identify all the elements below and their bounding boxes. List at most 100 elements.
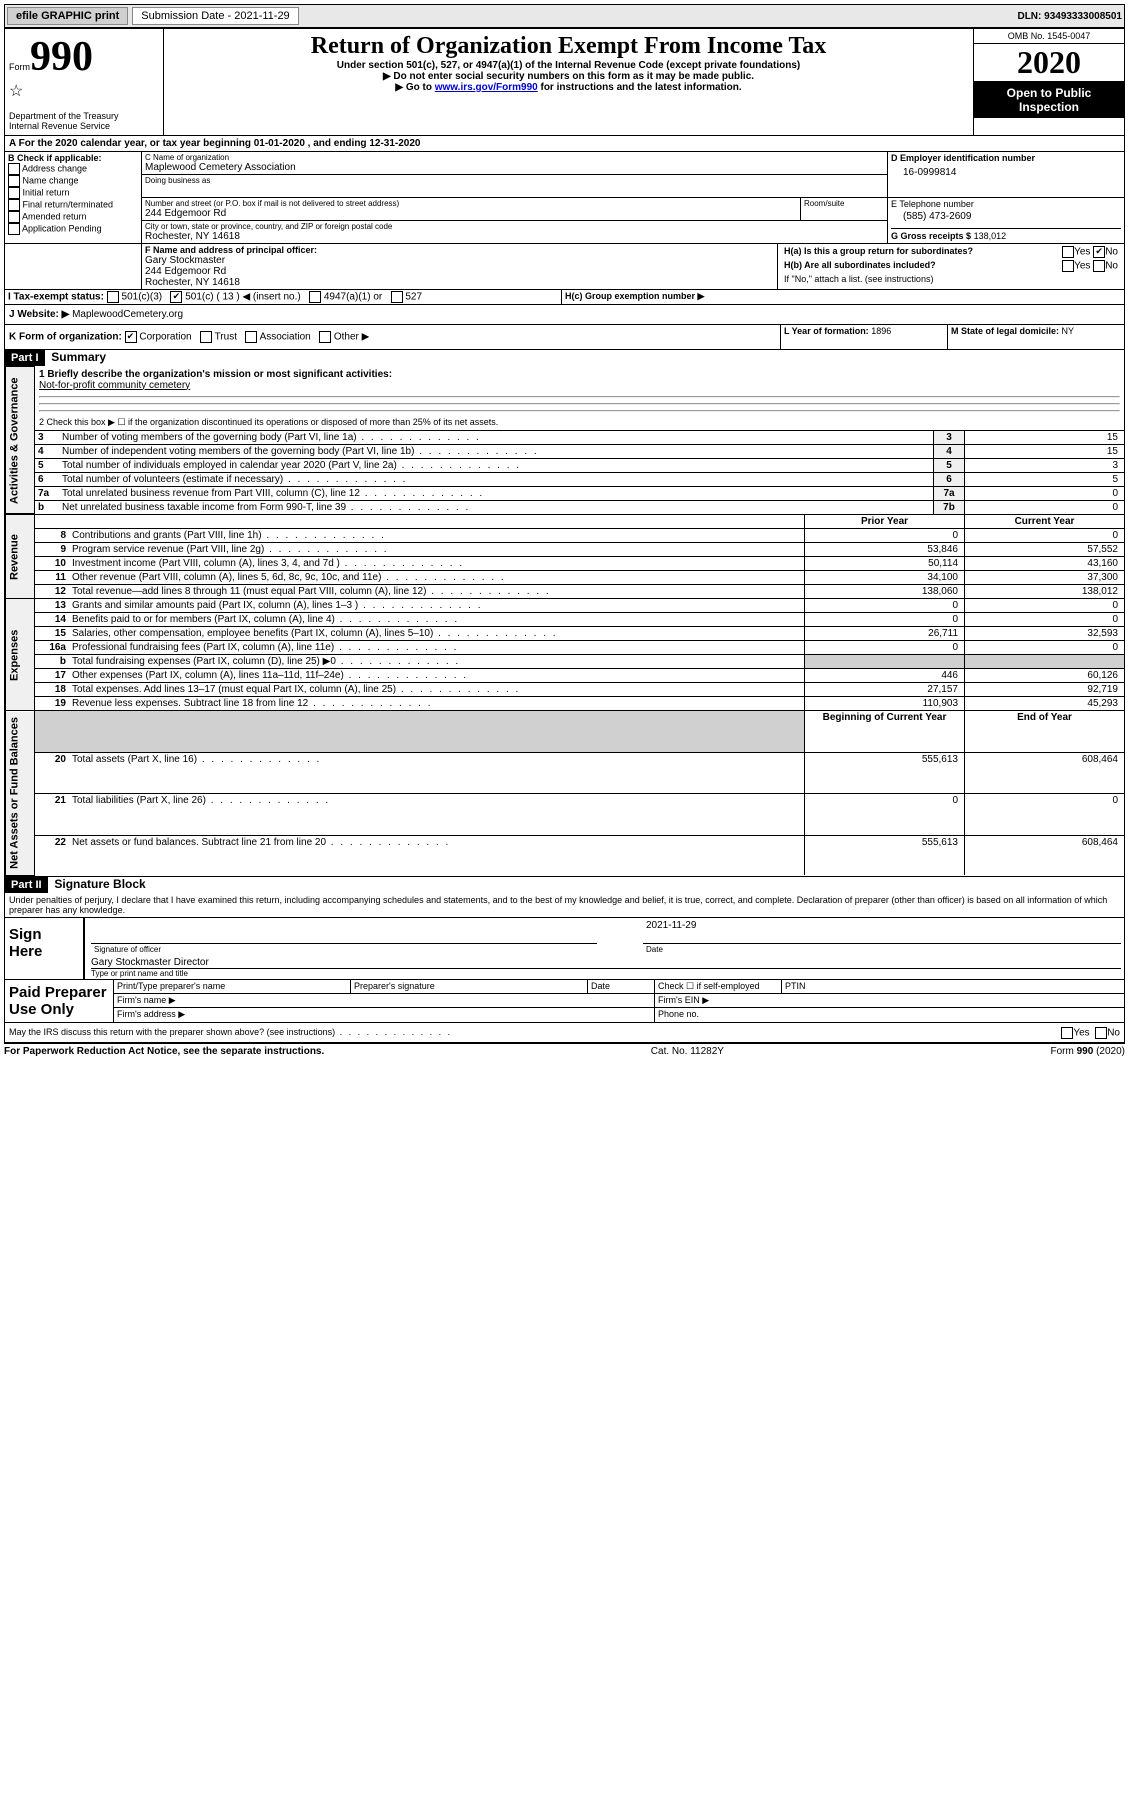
address-label: Number and street (or P.O. box if mail i…	[145, 199, 797, 208]
hc-label: H(c) Group exemption number ▶	[562, 290, 1125, 305]
box-b-label: B Check if applicable:	[8, 153, 138, 163]
summary-numeric-lines: RevenuePrior YearCurrent Year8Contributi…	[5, 514, 1124, 876]
hb-note: If "No," attach a list. (see instruction…	[781, 273, 1121, 285]
cb-other[interactable]	[319, 331, 331, 343]
sig-officer-label: Signature of officer	[91, 943, 597, 955]
prior-val: 53,846	[805, 543, 965, 557]
form-number: 990	[30, 34, 93, 80]
state-domicile: NY	[1062, 326, 1075, 336]
end-val: 0	[965, 794, 1125, 836]
declaration-text: Under penalties of perjury, I declare th…	[5, 893, 1124, 917]
checkbox-pending[interactable]	[8, 223, 20, 235]
prior-val: 138,060	[805, 585, 965, 599]
line-desc: 8Contributions and grants (Part VIII, li…	[35, 529, 805, 543]
cb-4947[interactable]	[309, 291, 321, 303]
discuss-yes[interactable]	[1061, 1027, 1073, 1039]
prior-val: 0	[805, 529, 965, 543]
begin-val: 555,613	[805, 835, 965, 875]
ein-value: 16-0999814	[891, 163, 1121, 178]
prep-sig-label: Preparer's signature	[351, 979, 588, 993]
vert-expenses: Expenses	[6, 599, 35, 711]
line-value: 5	[965, 472, 1125, 486]
part1-title: Summary	[47, 350, 106, 364]
hb-yes[interactable]	[1062, 260, 1074, 272]
year-formation: 1896	[871, 326, 891, 336]
checkbox-initial-return[interactable]	[8, 187, 20, 199]
officer-label: F Name and address of principal officer:	[145, 245, 774, 255]
checkbox-amended[interactable]	[8, 211, 20, 223]
prior-val: 446	[805, 669, 965, 683]
checkbox-final-return[interactable]	[8, 199, 20, 211]
line-j-label: J Website: ▶	[9, 309, 69, 320]
prior-val	[805, 655, 965, 669]
cb-assoc[interactable]	[245, 331, 257, 343]
cb-501c[interactable]: ✔	[170, 291, 182, 303]
line-desc: 16aProfessional fundraising fees (Part I…	[35, 641, 805, 655]
part1-header: Part I	[5, 350, 45, 366]
line-desc: 4Number of independent voting members of…	[35, 444, 934, 458]
dln: DLN: 93493333008501	[1017, 11, 1122, 22]
prep-name-label: Print/Type preparer's name	[114, 979, 351, 993]
cb-501c3[interactable]	[107, 291, 119, 303]
line-num-box: 6	[934, 472, 965, 486]
line-num-box: 4	[934, 444, 965, 458]
sig-date-label: Date	[643, 943, 1121, 955]
ha-label: H(a) Is this a group return for subordin…	[784, 246, 973, 256]
form-prefix: Form	[9, 62, 30, 72]
vert-revenue: Revenue	[6, 515, 35, 599]
checkbox-address-change[interactable]	[8, 163, 20, 175]
efile-print-button[interactable]: efile GRAPHIC print	[7, 7, 128, 25]
klm-row: K Form of organization: ✔ Corporation Tr…	[5, 324, 1124, 349]
current-val: 60,126	[965, 669, 1125, 683]
public-inspection: Open to Public Inspection	[974, 82, 1124, 118]
begin-val: 555,613	[805, 752, 965, 794]
line-desc: 6Total number of volunteers (estimate if…	[35, 472, 934, 486]
line-desc: 7aTotal unrelated business revenue from …	[35, 486, 934, 500]
prior-val: 50,114	[805, 557, 965, 571]
part2-header: Part II	[5, 877, 48, 893]
discuss-label: May the IRS discuss this return with the…	[9, 1027, 452, 1037]
prior-val: 34,100	[805, 571, 965, 585]
line-desc: 17Other expenses (Part IX, column (A), l…	[35, 669, 805, 683]
line-value: 3	[965, 458, 1125, 472]
line-desc: 22Net assets or fund balances. Subtract …	[35, 835, 805, 875]
discuss-no[interactable]	[1095, 1027, 1107, 1039]
line-desc: 3Number of voting members of the governi…	[35, 430, 934, 444]
officer-group-block: F Name and address of principal officer:…	[5, 243, 1124, 289]
current-val: 43,160	[965, 557, 1125, 571]
line-desc: 20Total assets (Part X, line 16)	[35, 752, 805, 794]
form-header: Form990 ☆ Department of the Treasury Int…	[5, 29, 1124, 135]
current-val: 0	[965, 529, 1125, 543]
cb-trust[interactable]	[200, 331, 212, 343]
gross-receipts-value: 138,012	[974, 231, 1007, 241]
line-desc: bTotal fundraising expenses (Part IX, co…	[35, 655, 805, 669]
firm-name-label: Firm's name ▶	[114, 994, 655, 1008]
hb-no[interactable]	[1093, 260, 1105, 272]
self-employed-label: Check ☐ if self-employed	[655, 979, 782, 993]
line-a-tax-year: A For the 2020 calendar year, or tax yea…	[5, 135, 1124, 151]
current-val: 0	[965, 613, 1125, 627]
checkbox-name-change[interactable]	[8, 175, 20, 187]
ha-yes[interactable]	[1062, 246, 1074, 258]
vert-netassets: Net Assets or Fund Balances	[6, 711, 35, 876]
prior-val: 26,711	[805, 627, 965, 641]
org-name-label: C Name of organization	[145, 153, 884, 162]
end-val: 608,464	[965, 752, 1125, 794]
phone-no-label: Phone no.	[655, 1008, 1125, 1022]
line-value: 0	[965, 500, 1125, 514]
prior-val: 0	[805, 613, 965, 627]
irs-link[interactable]: www.irs.gov/Form990	[435, 82, 538, 93]
line-desc: bNet unrelated business taxable income f…	[35, 500, 934, 514]
line-value: 15	[965, 430, 1125, 444]
line-value: 0	[965, 486, 1125, 500]
form-subtitle: Under section 501(c), 527, or 4947(a)(1)…	[168, 60, 969, 71]
signature-table: Sign Here 2021-11-29 Signature of office…	[5, 917, 1124, 979]
ha-no[interactable]: ✔	[1093, 246, 1105, 258]
cb-corp[interactable]: ✔	[125, 331, 137, 343]
cb-527[interactable]	[391, 291, 403, 303]
line-desc: 15Salaries, other compensation, employee…	[35, 627, 805, 641]
paid-preparer-label: Paid Preparer Use Only	[5, 979, 114, 1022]
line-k-label: K Form of organization:	[9, 332, 122, 343]
website-value: MaplewoodCemetery.org	[72, 309, 183, 320]
line-desc: 12Total revenue—add lines 8 through 11 (…	[35, 585, 805, 599]
